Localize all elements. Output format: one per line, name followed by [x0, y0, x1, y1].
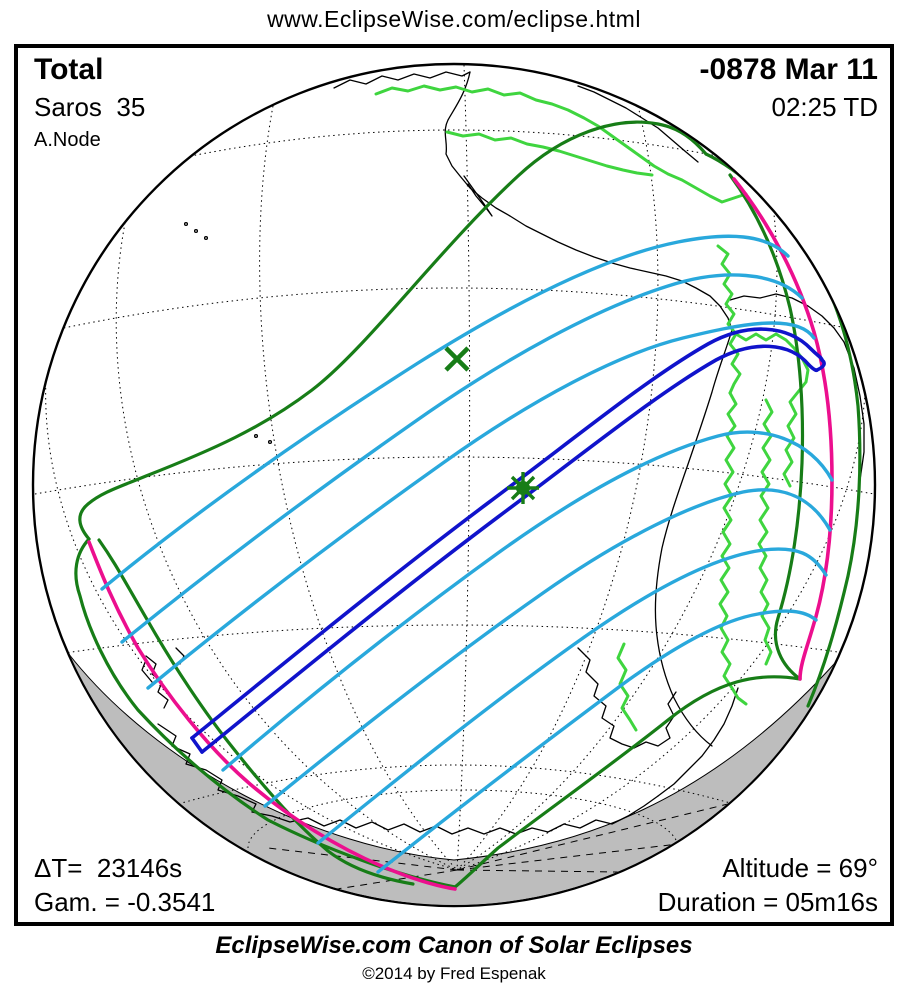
altitude-label: Altitude = 69° — [722, 852, 878, 883]
saros-label: Saros 35 — [34, 92, 146, 122]
node-label: A.Node — [34, 129, 101, 151]
coastlines — [137, 71, 865, 835]
central-path-lines — [190, 327, 826, 754]
secondary-point-marker-x — [444, 346, 470, 372]
eclipse-date-label: -0878 Mar 11 — [699, 53, 878, 86]
greatest-eclipse-asterisk-marker — [507, 472, 539, 504]
delta-t-label: ΔT= 23146s — [34, 852, 183, 883]
eclipse-globe-map — [31, 62, 877, 908]
page-url-text: www.EclipseWise.com/eclipse.html — [267, 6, 641, 32]
canon-title: EclipseWise.com Canon of Solar Eclipses — [215, 932, 693, 959]
duration-label: Duration = 05m16s — [657, 886, 878, 917]
gamma-label: Gam. = -0.3541 — [34, 886, 216, 917]
night-shading — [67, 652, 836, 905]
eclipse-type-label: Total — [34, 53, 104, 86]
eclipse-map-frame: Total Saros 35 A.Node -0878 Mar 11 02:25… — [14, 44, 894, 926]
partial-phase-contours — [100, 234, 834, 874]
eclipse-time-label: 02:25 TD — [771, 92, 878, 122]
sunrise-sunset-lines — [87, 177, 834, 891]
penumbral-limit-lines — [74, 120, 862, 889]
copyright-text: ©2014 by Fred Espenak — [362, 964, 546, 983]
